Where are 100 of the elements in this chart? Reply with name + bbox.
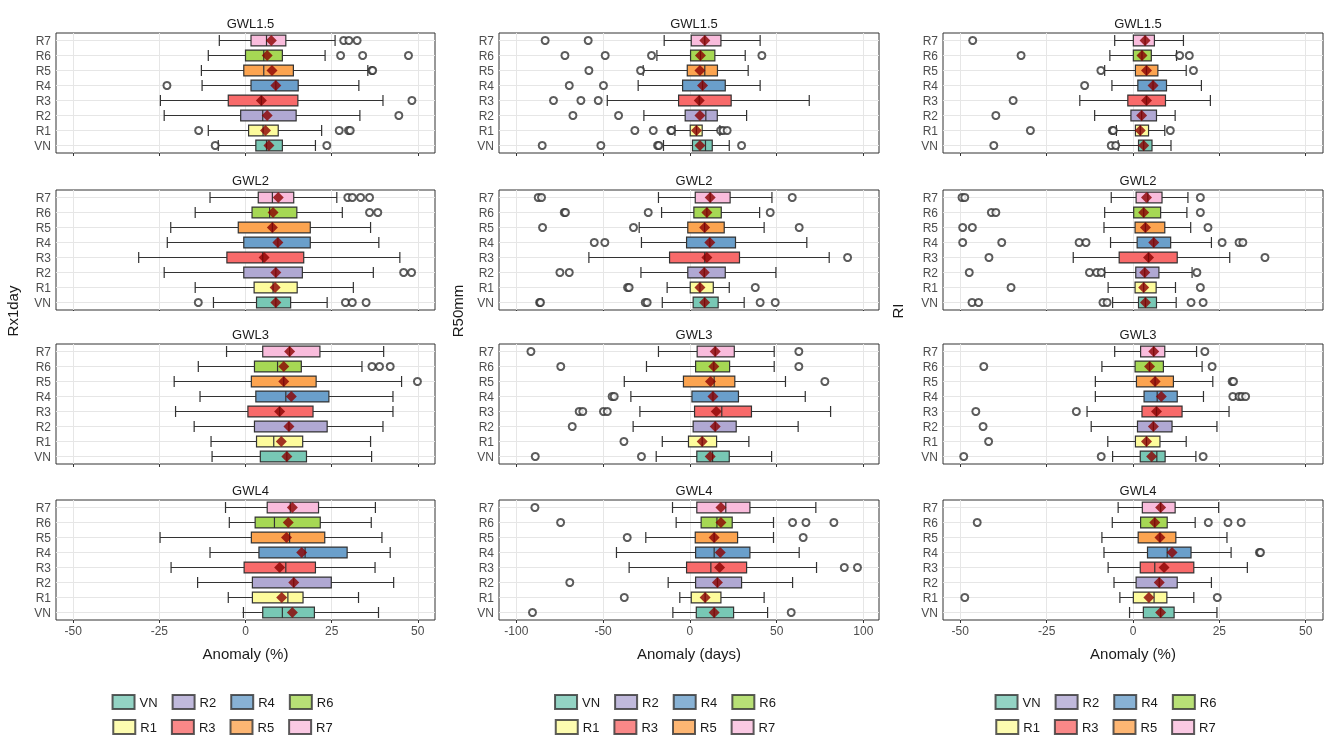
chart-title: GWL2 <box>675 173 713 188</box>
y-tick-label: R2 <box>478 575 495 590</box>
y-axis-title: R50mm <box>448 284 466 338</box>
y-tick-label: R1 <box>922 590 939 605</box>
x-tick-label: 50 <box>769 624 784 638</box>
legend-label: R1 <box>1023 719 1040 735</box>
x-tick-label: -50 <box>594 624 613 638</box>
y-tick-label: R3 <box>35 560 52 575</box>
y-tick-label: R6 <box>35 205 52 220</box>
x-tick-label: -100 <box>504 624 529 638</box>
y-tick-label: R2 <box>35 575 52 590</box>
x-tick-label: -25 <box>1037 624 1056 638</box>
y-tick-label: R7 <box>922 344 939 359</box>
x-tick-label: 25 <box>1212 624 1227 638</box>
y-tick-label: R7 <box>922 500 939 515</box>
y-tick-label: R6 <box>478 48 495 63</box>
y-tick-label: R4 <box>35 78 52 93</box>
x-tick-label: -50 <box>64 624 83 638</box>
y-tick-label: R5 <box>922 220 939 235</box>
y-tick-label: R3 <box>478 93 495 108</box>
y-tick-label: R1 <box>922 280 939 295</box>
y-tick-label: R5 <box>922 374 939 389</box>
chart-title: GWL1.5 <box>670 16 718 31</box>
x-axis-title: Anomaly (days) <box>636 645 742 662</box>
y-tick-label: VN <box>34 138 51 153</box>
chart-title: GWL1.5 <box>226 16 275 31</box>
y-tick-label: R4 <box>35 545 52 560</box>
y-tick-label: VN <box>477 605 494 620</box>
y-tick-label: R3 <box>922 404 939 419</box>
y-tick-label: R6 <box>35 515 52 530</box>
legend-label: R3 <box>1081 719 1099 735</box>
y-tick-label: VN <box>34 605 51 620</box>
y-tick-label: R3 <box>35 404 52 419</box>
y-tick-label: R3 <box>35 93 52 108</box>
y-tick-label: R5 <box>35 220 52 235</box>
legend-label: VN <box>139 694 158 710</box>
y-tick-label: R1 <box>478 434 495 449</box>
y-tick-label: R6 <box>922 359 939 374</box>
x-axis-title: Anomaly (%) <box>202 645 289 662</box>
y-tick-label: R3 <box>478 404 495 419</box>
chart-title: GWL4 <box>675 483 713 498</box>
y-tick-label: R4 <box>478 545 495 560</box>
y-tick-label: R4 <box>478 78 495 93</box>
y-tick-label: R5 <box>478 374 495 389</box>
y-tick-label: R1 <box>922 123 939 138</box>
y-tick-label: R7 <box>478 33 495 48</box>
y-tick-label: R6 <box>478 205 495 220</box>
y-tick-label: R4 <box>478 235 495 250</box>
y-tick-label: R5 <box>922 63 939 78</box>
y-tick-label: VN <box>921 138 938 153</box>
y-tick-label: R3 <box>35 250 52 265</box>
y-tick-label: VN <box>477 295 494 310</box>
legend-label: R2 <box>642 694 659 710</box>
x-tick-label: 0 <box>242 624 250 638</box>
y-tick-label: R2 <box>35 419 52 434</box>
y-tick-label: R4 <box>922 78 939 93</box>
x-axis-title: Anomaly (%) <box>1090 645 1176 662</box>
chart-title: GWL2 <box>232 173 269 188</box>
y-tick-label: R4 <box>35 235 52 250</box>
y-tick-label: R6 <box>35 48 52 63</box>
y-tick-label: R1 <box>478 280 495 295</box>
y-tick-label: VN <box>34 449 51 464</box>
legend-label: R7 <box>758 719 776 735</box>
y-tick-label: R3 <box>922 560 939 575</box>
y-tick-label: VN <box>921 295 938 310</box>
legend-label: R6 <box>316 694 334 710</box>
x-tick-label: -50 <box>951 624 970 638</box>
legend-label: VN <box>582 694 601 710</box>
y-tick-label: R1 <box>478 123 495 138</box>
y-tick-label: R5 <box>922 530 939 545</box>
legend-label: R2 <box>1082 694 1100 710</box>
legend-label: R3 <box>198 719 216 735</box>
legend-label: R7 <box>316 719 333 735</box>
chart-title: GWL4 <box>232 483 269 498</box>
legend-label: R2 <box>199 694 217 710</box>
y-tick-label: R5 <box>478 220 495 235</box>
legend-label: R5 <box>1140 719 1158 735</box>
y-tick-label: VN <box>477 138 494 153</box>
y-tick-label: R5 <box>35 530 52 545</box>
legend-label: VN <box>1022 694 1041 710</box>
y-tick-label: R2 <box>478 108 495 123</box>
legend-label: R4 <box>700 694 718 710</box>
x-tick-label: -25 <box>150 624 169 638</box>
x-tick-label: 50 <box>411 624 425 638</box>
y-tick-label: R7 <box>478 190 495 205</box>
legend-label: R6 <box>759 694 776 710</box>
legend-label: R5 <box>257 719 275 735</box>
y-tick-label: R6 <box>35 359 52 374</box>
legend-label: R4 <box>258 694 275 710</box>
y-tick-label: R3 <box>922 250 939 265</box>
y-tick-label: R1 <box>35 590 52 605</box>
y-tick-label: R2 <box>922 419 939 434</box>
y-tick-label: R5 <box>35 374 52 389</box>
y-tick-label: R7 <box>922 33 939 48</box>
y-tick-label: R2 <box>35 108 52 123</box>
legend-label: R1 <box>140 719 157 735</box>
legend-label: R3 <box>641 719 659 735</box>
legend-label: R6 <box>1199 694 1217 710</box>
y-tick-label: R1 <box>35 280 52 295</box>
x-tick-label: 100 <box>853 624 874 638</box>
